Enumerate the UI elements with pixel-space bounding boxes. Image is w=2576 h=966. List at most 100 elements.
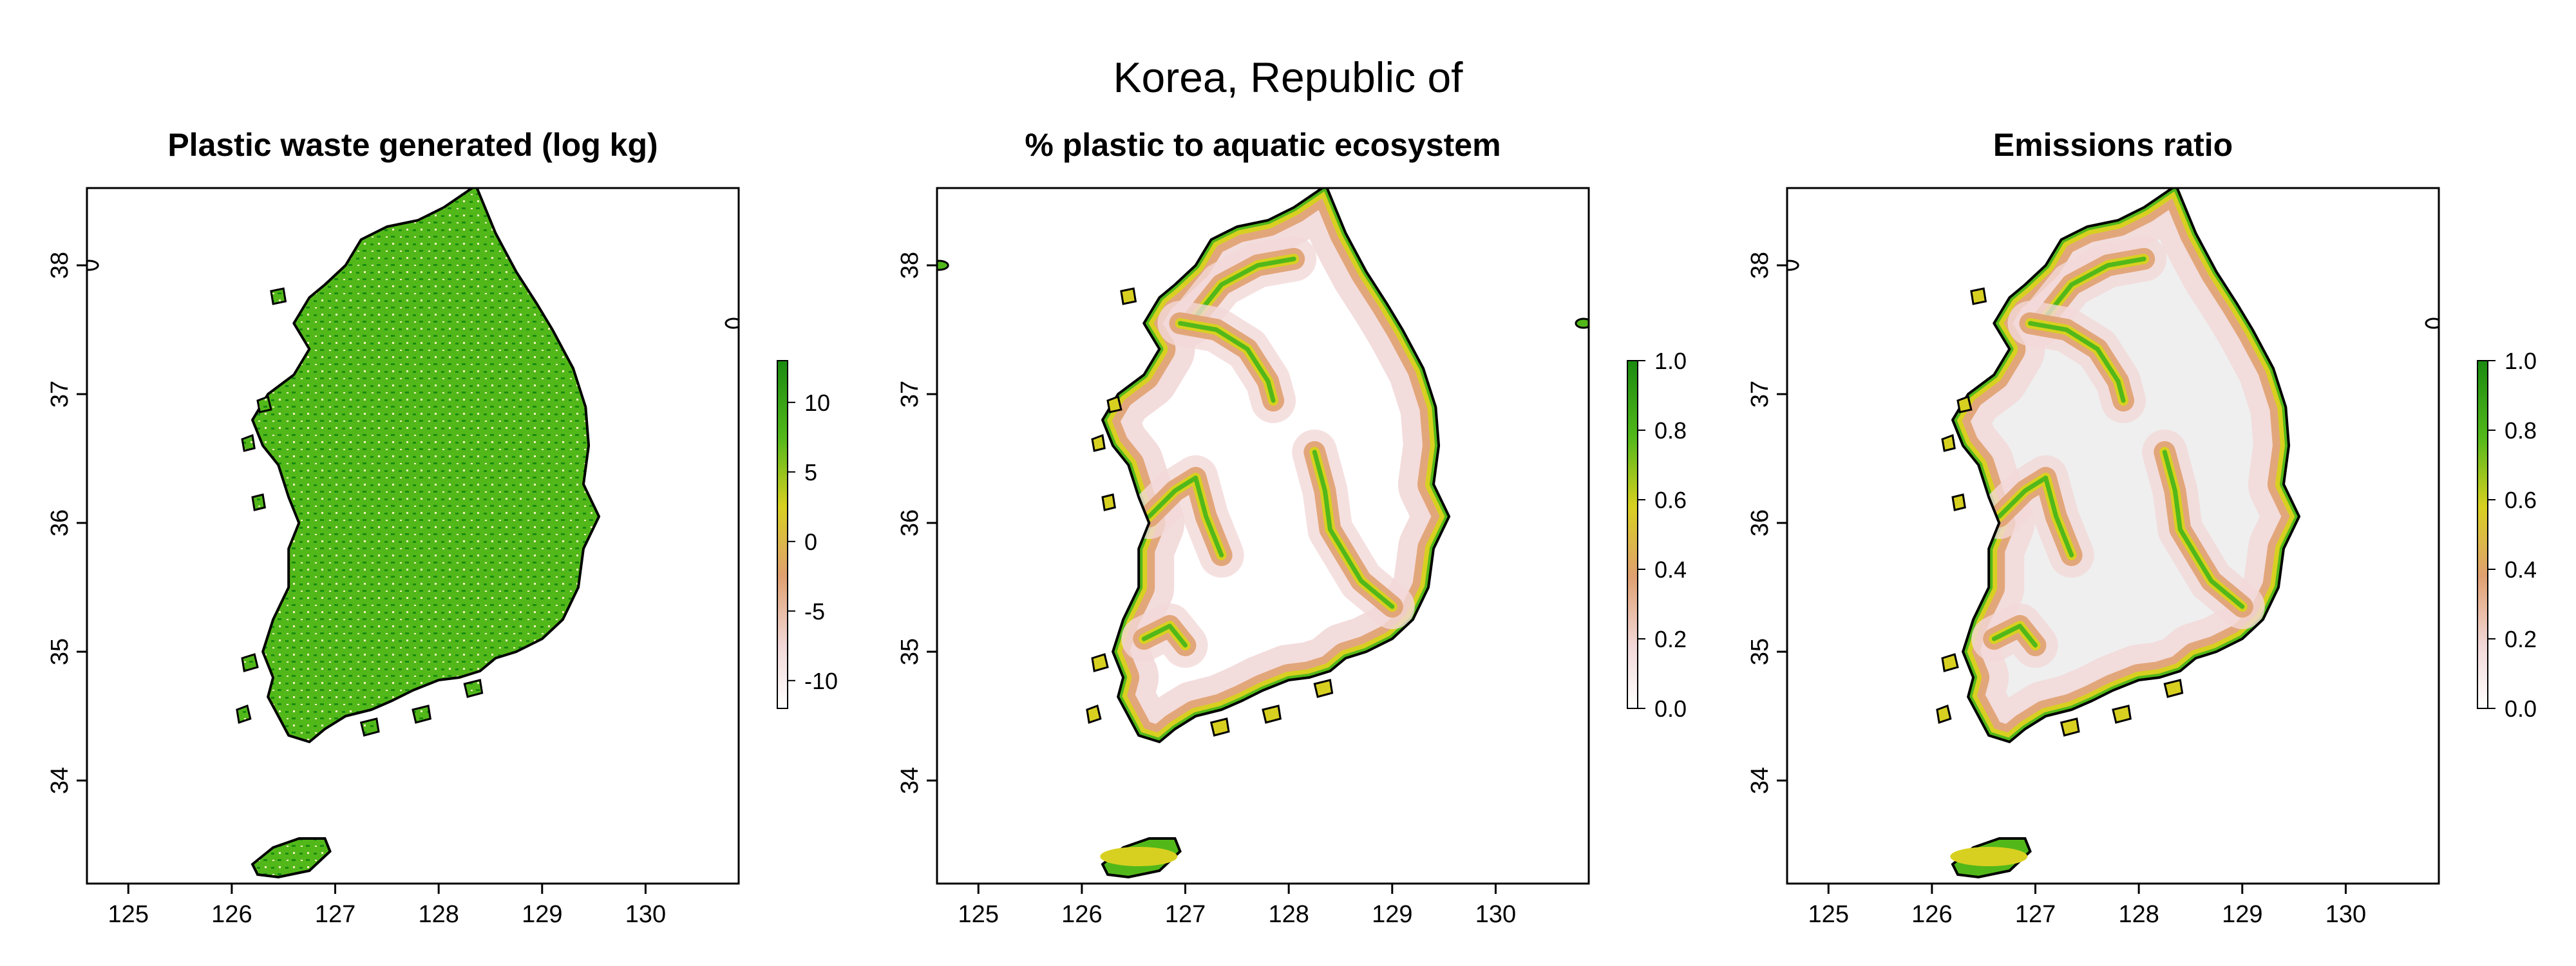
map-area xyxy=(937,188,1589,879)
colorbar-tick-label: 0.0 xyxy=(2505,696,2537,722)
colorbar-tick-label: 0.4 xyxy=(1654,556,1687,583)
map-panel-1: Plastic waste generated (log kg) 125 126 12… xyxy=(46,127,838,928)
x-tick-label: 128 xyxy=(1268,901,1309,928)
colorbar-tick-label: 10 xyxy=(804,390,830,416)
island xyxy=(256,395,272,413)
x-tick-label: 126 xyxy=(211,901,252,928)
island xyxy=(1956,395,1973,413)
y-tick-label: 38 xyxy=(46,252,73,279)
island xyxy=(412,705,431,724)
x-tick-label: 130 xyxy=(1475,901,1516,928)
island xyxy=(2112,705,2132,724)
island xyxy=(241,653,259,672)
island xyxy=(2163,679,2184,698)
island xyxy=(359,717,380,737)
colorbar xyxy=(2477,360,2488,709)
colorbar-tick-label: 0.2 xyxy=(1654,626,1687,652)
river-green xyxy=(1146,475,1224,558)
x-tick-label: 128 xyxy=(418,901,459,928)
plot-frame xyxy=(936,187,1590,885)
river-green xyxy=(1312,450,1395,609)
island xyxy=(1262,705,1282,724)
island xyxy=(1941,653,1959,672)
coast-fragment-east xyxy=(724,317,739,329)
x-tick-label: 126 xyxy=(1061,901,1102,928)
island xyxy=(270,287,287,305)
river-green xyxy=(1141,623,1188,648)
y-tick-label: 38 xyxy=(896,252,923,279)
river-green xyxy=(1178,321,1276,403)
jeju-island xyxy=(251,837,332,879)
colorbar-tick-label: 5 xyxy=(804,459,817,486)
y-tick-label: 35 xyxy=(1747,638,1774,665)
mainland-coastline xyxy=(1951,188,2301,743)
y-tick-label: 36 xyxy=(896,509,923,536)
y-tick-label: 34 xyxy=(896,767,923,794)
y-tick-label: 35 xyxy=(46,638,73,665)
x-tick-label: 130 xyxy=(625,901,666,928)
y-tick-label: 36 xyxy=(46,509,73,536)
colorbar xyxy=(777,360,788,709)
island xyxy=(2060,717,2080,737)
colorbar-tick-label: 0.0 xyxy=(1654,696,1687,722)
island xyxy=(1951,493,1966,511)
island xyxy=(251,493,266,511)
x-tick-label: 127 xyxy=(315,901,355,928)
island xyxy=(241,433,256,452)
island xyxy=(1936,705,1952,724)
colorbar-tick-label: -10 xyxy=(804,668,838,694)
coast-fragment-west xyxy=(1787,260,1799,271)
jeju-interior xyxy=(1950,847,2028,866)
y-tick-label: 34 xyxy=(46,767,73,794)
x-tick-label: 127 xyxy=(1165,901,1206,928)
colorbar-tick-label: 0.2 xyxy=(2505,626,2537,652)
colorbar-tick-label: 0.8 xyxy=(1654,417,1687,444)
y-tick-label: 37 xyxy=(46,381,73,408)
river-green xyxy=(2028,321,2126,403)
island xyxy=(236,705,252,724)
colorbar-tick-label: 0.6 xyxy=(1654,487,1687,513)
jeju-interior xyxy=(1100,847,1178,866)
colorbar-tick-label: 0 xyxy=(804,529,817,555)
panel-title: Plastic waste generated (log kg) xyxy=(167,127,658,163)
colorbar-tick-label: -5 xyxy=(804,598,825,625)
island xyxy=(1086,705,1102,724)
island xyxy=(1091,653,1109,672)
x-tick-label: 129 xyxy=(1372,901,1412,928)
colorbar-tick-label: 0.6 xyxy=(2505,487,2537,513)
coast-fragment-west xyxy=(87,260,99,271)
mainland-land xyxy=(252,188,600,742)
panel-title: % plastic to aquatic ecosystem xyxy=(1025,127,1501,163)
x-tick-label: 126 xyxy=(1911,901,1952,928)
map-area xyxy=(87,188,739,879)
river-green xyxy=(2038,256,2146,326)
river-green xyxy=(1991,623,2038,648)
island xyxy=(1101,493,1116,511)
x-tick-label: 125 xyxy=(108,901,149,928)
island xyxy=(1120,287,1137,305)
island xyxy=(463,679,484,698)
map-panel-2: % plastic to aquatic ecosystem 125 126 127 1… xyxy=(896,127,1687,928)
y-tick-label: 36 xyxy=(1747,509,1774,536)
colorbar-tick-label: 1.0 xyxy=(1654,348,1687,374)
island xyxy=(1209,717,1230,737)
x-tick-label: 129 xyxy=(2222,901,2262,928)
coast-fragment-east xyxy=(2425,317,2439,329)
y-tick-label: 37 xyxy=(896,381,923,408)
y-tick-label: 35 xyxy=(896,638,923,665)
x-tick-label: 125 xyxy=(1808,901,1849,928)
x-tick-label: 125 xyxy=(958,901,999,928)
island xyxy=(1313,679,1334,698)
x-tick-label: 128 xyxy=(2118,901,2159,928)
colorbar-tick-label: 0.8 xyxy=(2505,417,2537,444)
island xyxy=(1106,395,1122,413)
colorbar xyxy=(1627,360,1638,709)
map-area xyxy=(1787,188,2439,879)
coast-fragment-east xyxy=(1575,317,1589,329)
y-tick-label: 38 xyxy=(1747,252,1774,279)
island xyxy=(1970,287,1987,305)
river-green xyxy=(1188,256,1296,326)
coast-fragment-west xyxy=(937,260,949,271)
